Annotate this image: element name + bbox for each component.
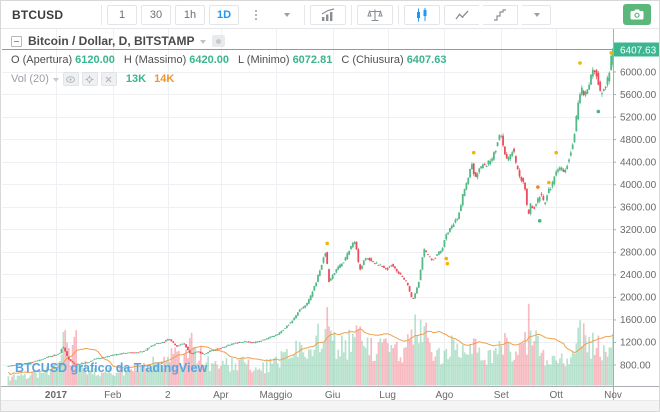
style-dropdown-button[interactable] [522,4,551,25]
more-intervals-button[interactable] [243,4,269,25]
chevron-down-icon [284,12,290,17]
camera-icon [630,9,644,20]
tradingview-watermark-link[interactable]: BTCUSD grafico da TradingView [15,361,208,375]
chart-toolbar: BTCUSD 1 30 1h 1D [1,1,659,29]
chevron-down-icon[interactable] [200,40,207,44]
toolbar-divider [101,4,102,25]
open-value: O (Apertura) 6120.00 [11,54,115,66]
candlestick-style-button[interactable] [404,4,440,25]
step-style-button[interactable] [483,4,518,25]
bottom-strip [1,400,659,411]
symbol-title[interactable]: Bitcoin / Dollar, D, BITSTAMP [28,34,195,48]
collapse-legend-icon[interactable] [11,35,22,47]
volume-ma-value: 14K [154,73,175,85]
candlestick-icon [417,7,427,21]
interval-dropdown-button[interactable] [273,4,299,25]
close-value: C (Chiusura) 6407.63 [341,54,447,66]
toolbar-divider [398,4,399,25]
more-dots-icon [255,9,257,20]
interval-1h-button[interactable]: 1h [175,4,205,25]
symbol-input[interactable]: BTCUSD [12,7,64,22]
toolbar-divider [304,4,305,25]
line-chart-icon [455,10,469,19]
compare-scales-icon [367,9,383,21]
chevron-down-icon [534,12,540,17]
chart-canvas[interactable] [1,29,659,411]
low-value: L (Minimo) 6072.81 [238,54,333,66]
volume-indicator-row: Vol (20) 13K 14K [11,72,446,86]
ohlc-row: O (Apertura) 6120.00 H (Massimo) 6420.00 L… [11,54,446,66]
interval-30m-button[interactable]: 30 [141,4,171,25]
eye-icon [66,75,76,83]
volume-settings-button[interactable] [81,72,98,86]
indicators-button[interactable] [310,4,346,25]
high-value: H (Massimo) 6420.00 [123,54,230,66]
volume-current-value: 13K [125,73,147,85]
chevron-down-icon [52,77,59,82]
volume-label[interactable]: Vol (20) [11,73,49,85]
chart-legend: Bitcoin / Dollar, D, BITSTAMP O (Apertur… [11,34,446,86]
legend-snapshot-icon[interactable] [212,35,226,47]
compare-button[interactable] [357,4,393,25]
interval-1d-button[interactable]: 1D [209,4,239,25]
snapshot-button[interactable] [623,4,651,25]
indicators-icon [321,7,335,21]
step-chart-icon [494,8,506,21]
toolbar-divider [351,4,352,25]
line-style-button[interactable] [444,4,479,25]
close-icon [105,76,112,82]
interval-1m-button[interactable]: 1 [107,4,137,25]
volume-remove-button[interactable] [100,72,117,86]
volume-visibility-button[interactable] [62,72,79,86]
gear-icon [85,75,94,83]
